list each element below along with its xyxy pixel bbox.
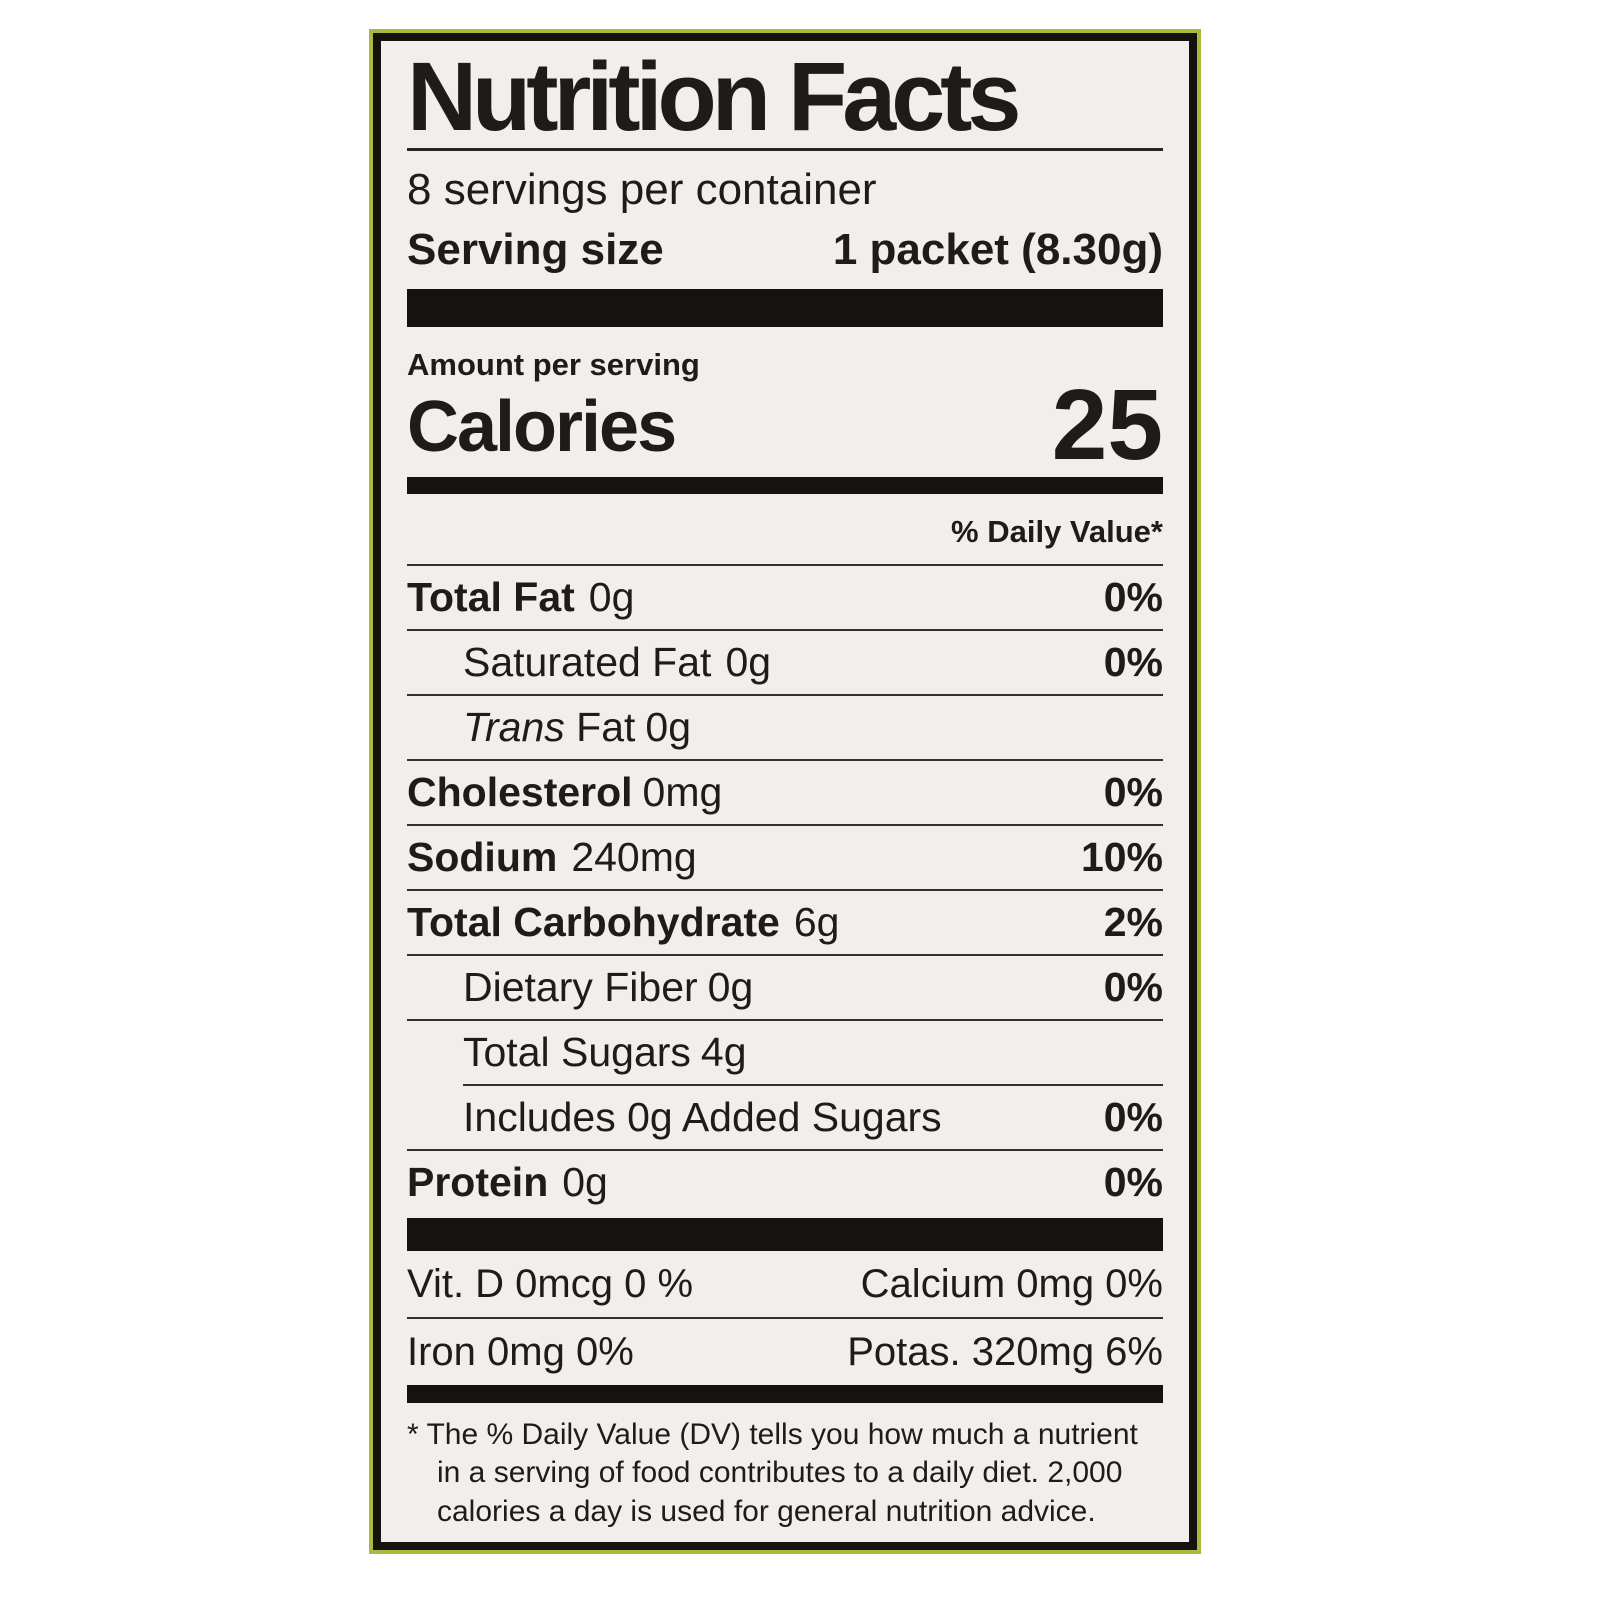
title-divider <box>407 147 1163 151</box>
daily-value-footnote: * The % Daily Value (DV) tells you how m… <box>407 1417 1138 1528</box>
daily-value-header: % Daily Value* <box>951 513 1163 549</box>
nutrient-name-italic: Trans <box>463 703 565 750</box>
nutrition-facts-label: Nutrition Facts 8 servings per container… <box>369 29 1201 1554</box>
nutrient-row-trans-fat: Trans Fat 0g <box>407 693 1163 759</box>
serving-size-value: 1 packet (8.30g) <box>832 224 1163 274</box>
nutrient-name: Total Fat <box>407 573 575 620</box>
nutrient-amount: 0g <box>588 573 635 620</box>
nutrient-amount: 0g <box>707 963 754 1010</box>
nutrient-amount: 0g <box>562 1158 608 1205</box>
nutrient-row-dietary-fiber: Dietary Fiber 0g 0% <box>407 953 1163 1019</box>
nutrient-name: Saturated Fat <box>463 638 712 685</box>
nutrient-name: Protein <box>407 1158 549 1205</box>
nutrient-row-total-sugars: Total Sugars 4g <box>407 1018 1163 1084</box>
separator-bar-footnote <box>407 1384 1163 1403</box>
nutrient-dv: 0% <box>1103 963 1163 1010</box>
calories-label: Calories <box>407 386 677 467</box>
nutrient-name: Dietary Fiber <box>463 963 698 1010</box>
calories-row: Calories 25 <box>407 368 1163 481</box>
micronutrient-row-2: Iron 0mg 0% Potas. 320mg 6% <box>407 1319 1163 1385</box>
nutrient-row-sodium: Sodium 240mg 10% <box>407 823 1163 889</box>
nutrient-dv: 0% <box>1103 1158 1163 1205</box>
servings-per-container: 8 servings per container <box>407 164 877 214</box>
nutrient-amount: 0g <box>725 638 772 685</box>
serving-size-label: Serving size <box>407 224 664 274</box>
micronutrient-calcium: Calcium 0mg 0% <box>860 1261 1163 1306</box>
nutrient-row-total-fat: Total Fat 0g 0% <box>407 563 1163 629</box>
nutrient-amount: 0g <box>645 703 692 750</box>
micronutrient-divider <box>407 1316 1163 1319</box>
amount-per-serving-label: Amount per serving <box>407 346 700 382</box>
calories-value: 25 <box>1051 368 1163 481</box>
nutrient-row-cholesterol: Cholesterol 0mg 0% <box>407 758 1163 824</box>
separator-bar-thick-bottom <box>407 1217 1163 1251</box>
nutrient-dv: 10% <box>1080 833 1163 880</box>
nutrient-dv: 0% <box>1103 768 1163 815</box>
nutrient-name: Cholesterol <box>407 768 633 815</box>
nutrient-row-protein: Protein 0g 0% <box>407 1148 1163 1214</box>
nutrient-name: Total Carbohydrate <box>407 898 780 945</box>
nutrient-amount: 0mg <box>642 768 723 815</box>
nutrient-dv: 0% <box>1103 1093 1163 1140</box>
nutrient-amount: 6g <box>793 898 840 945</box>
nutrient-name: Includes 0g Added Sugars <box>463 1093 942 1140</box>
nutrient-name: Sodium <box>407 833 558 880</box>
nutrient-amount: 4g <box>700 1028 747 1075</box>
nutrient-dv: 0% <box>1103 638 1163 685</box>
micronutrient-potassium: Potas. 320mg 6% <box>847 1329 1163 1374</box>
nutrient-row-total-carbohydrate: Total Carbohydrate 6g 2% <box>407 888 1163 954</box>
nutrient-amount: 240mg <box>571 833 697 880</box>
separator-bar-thick-top <box>407 288 1163 327</box>
micronutrient-vitamin-d: Vit. D 0mcg 0 % <box>407 1261 694 1306</box>
label-title: Nutrition Facts <box>407 42 1021 151</box>
nutrient-dv: 2% <box>1103 898 1163 945</box>
nutrient-name: Total Sugars <box>463 1028 691 1075</box>
micronutrient-row-1: Vit. D 0mcg 0 % Calcium 0mg 0% <box>407 1251 1163 1317</box>
nutrient-row-added-sugars: Includes 0g Added Sugars 0% <box>463 1083 1163 1149</box>
serving-size-row: Serving size 1 packet (8.30g) <box>407 217 1163 289</box>
nutrient-row-saturated-fat: Saturated Fat 0g 0% <box>407 628 1163 694</box>
separator-bar-medium <box>407 476 1163 494</box>
micronutrient-iron: Iron 0mg 0% <box>407 1329 634 1374</box>
nutrient-dv: 0% <box>1103 573 1163 620</box>
nutrient-name: Fat <box>576 703 636 750</box>
